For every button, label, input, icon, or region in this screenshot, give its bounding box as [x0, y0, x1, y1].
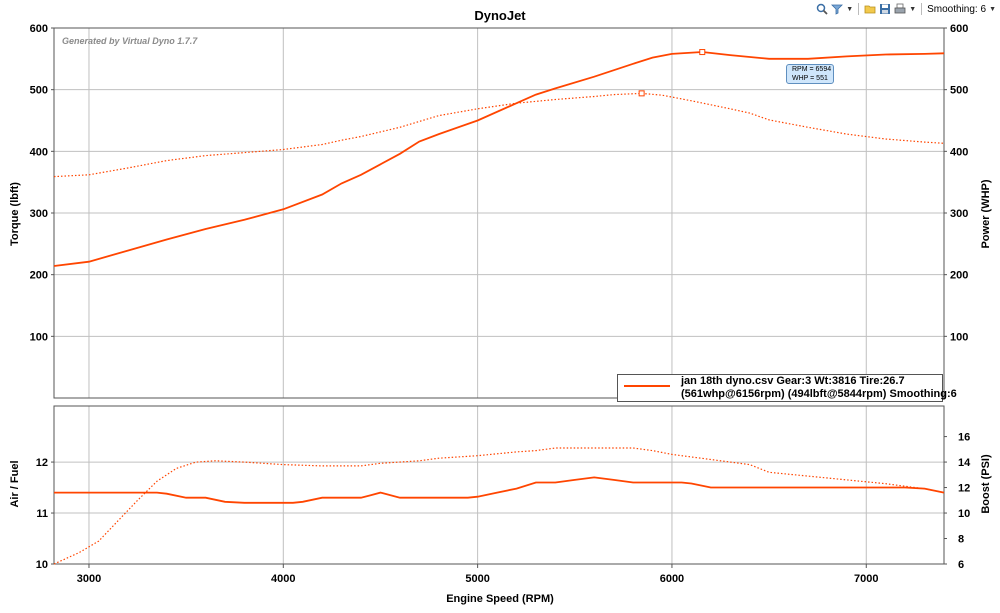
- y-tick-label-right: 14: [958, 457, 971, 469]
- print-dropdown-icon[interactable]: ▼: [909, 5, 917, 13]
- y-axis-label-torque: Torque (lbft): [9, 182, 21, 246]
- y-axis-label-boost: Boost (PSI): [980, 454, 992, 514]
- power-whp-line: [53, 51, 945, 267]
- watermark: Generated by Virtual Dyno 1.7.7: [62, 36, 198, 46]
- x-axis-label: Engine Speed (RPM): [446, 593, 554, 605]
- y-tick-label-left: 400: [30, 146, 48, 158]
- air-fuel-line: [54, 476, 945, 504]
- open-folder-icon[interactable]: [864, 3, 876, 15]
- x-tick-label: 7000: [854, 573, 878, 585]
- y-tick-label-left: 11: [36, 508, 48, 520]
- filter-dropdown-icon[interactable]: ▼: [846, 5, 854, 13]
- x-tick-label: 4000: [271, 573, 295, 585]
- callout-rpm: RPM = 6594: [792, 66, 832, 73]
- y-tick-label-left: 12: [36, 457, 48, 469]
- y-axis-label-air-fuel: Air / Fuel: [9, 460, 21, 507]
- y-tick-label-right: 200: [950, 270, 968, 282]
- x-tick-label: 3000: [77, 573, 101, 585]
- y-tick-label-left: 300: [30, 208, 48, 220]
- x-tick-label: 5000: [465, 573, 489, 585]
- y-tick-label-right: 8: [958, 534, 964, 546]
- legend-swatch: [624, 385, 670, 387]
- y-tick-label-left: 200: [30, 270, 48, 282]
- y-tick-label-left: 10: [36, 559, 48, 571]
- y-tick-label-right: 16: [958, 432, 970, 444]
- toolbar: ▼ ▼ Smoothing: 6 ▼: [816, 1, 996, 17]
- save-icon[interactable]: [879, 3, 891, 15]
- y-axis-label-power: Power (WHP): [980, 179, 992, 248]
- legend-line-1: jan 18th dyno.csv Gear:3 Wt:3816 Tire:26…: [681, 375, 905, 387]
- toolbar-separator: [921, 3, 923, 15]
- legend: jan 18th dyno.csv Gear:3 Wt:3816 Tire:26…: [617, 374, 957, 402]
- y-tick-label-right: 300: [950, 208, 968, 220]
- y-tick-label-left: 100: [30, 331, 48, 343]
- torque-lbft-line: [53, 92, 945, 178]
- chevron-down-icon[interactable]: ▼: [989, 5, 996, 13]
- zoom-icon[interactable]: [816, 3, 828, 15]
- smoothing-dropdown[interactable]: Smoothing: 6: [927, 3, 987, 15]
- cursor-readout-callout: RPM = 6594 WHP = 551: [786, 64, 834, 84]
- peak-marker: [638, 90, 645, 97]
- y-tick-label-right: 500: [950, 85, 968, 97]
- chart-title: DynoJet: [474, 8, 526, 23]
- y-tick-label-right: 10: [958, 508, 970, 520]
- y-tick-label-right: 6: [958, 559, 964, 571]
- y-tick-label-right: 400: [950, 146, 968, 158]
- boost-psi-line: [53, 447, 945, 565]
- filter-icon[interactable]: [831, 3, 844, 15]
- y-tick-label-right: 100: [950, 331, 968, 343]
- callout-whp: WHP = 551: [792, 74, 828, 82]
- afr-boost-panel: 10 11 12 6 8 10 12 14 16 3000 4000 5000 6000 7000: [36, 405, 971, 585]
- peak-marker: [699, 49, 706, 56]
- y-tick-label-right: 600: [950, 23, 968, 35]
- x-tick-label: 6000: [660, 573, 684, 585]
- toolbar-separator: [858, 3, 860, 15]
- y-tick-label-left: 500: [30, 85, 48, 97]
- y-tick-label-right: 12: [958, 483, 970, 495]
- legend-line-2: (561whp@6156rpm) (494lbft@5844rpm) Smoot…: [681, 388, 957, 400]
- plot-frame: [53, 405, 945, 565]
- print-icon[interactable]: [894, 3, 906, 15]
- legend-text: jan 18th dyno.csv Gear:3 Wt:3816 Tire:26…: [681, 375, 957, 401]
- torque-power-panel: 100 200 300 400 500 600 100 200 300 400 500 600: [30, 23, 968, 399]
- y-tick-label-left: 600: [30, 23, 48, 35]
